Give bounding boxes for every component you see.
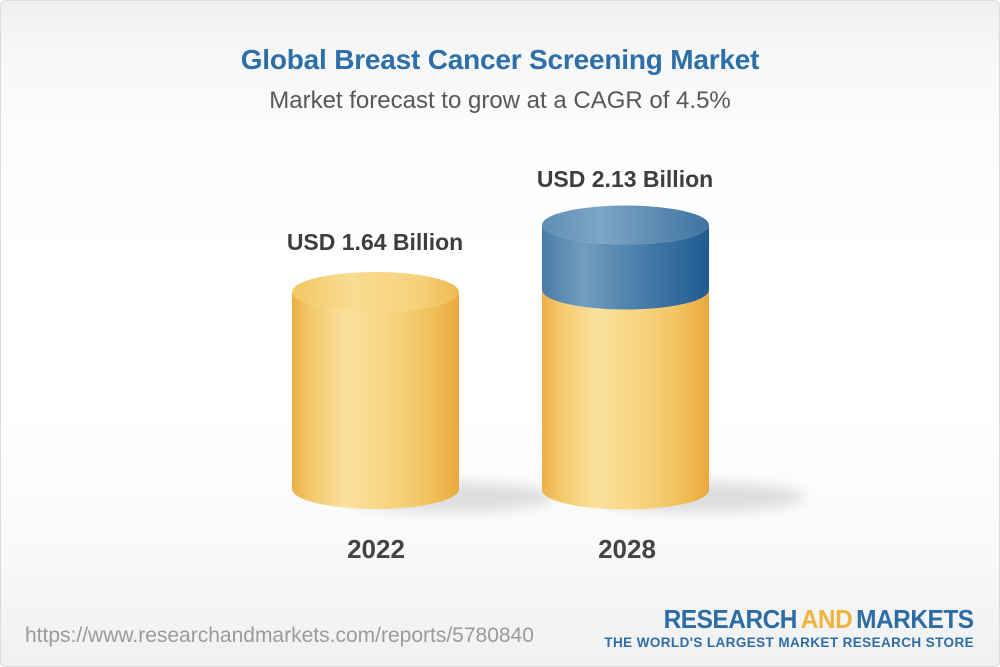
logo-word-and: AND [801,604,853,634]
axis-label-2028: 2028 [598,534,656,564]
research-and-markets-logo: RESEARCH AND MARKETS THE WORLD'S LARGEST M… [604,605,974,650]
logo-word-markets: MARKETS [856,604,974,634]
page-subtitle: Market forecast to grow at a CAGR of 4.5… [269,87,731,114]
logo-tagline: THE WORLD'S LARGEST MARKET RESEARCH STOR… [604,635,974,650]
logo-word-research: RESEARCH [663,604,798,634]
logo-wordmark: RESEARCH AND MARKETS [627,604,975,634]
page-title: Global Breast Cancer Screening Market [240,44,760,75]
value-label-2022: USD 1.64 Billion [286,229,464,255]
report-url: https://www.researchandmarkets.com/repor… [25,624,534,647]
cylinder-2022 [292,272,460,509]
cylinder-2028-growth [542,205,709,310]
axis-label-2022: 2022 [347,534,405,564]
value-label-2028: USD 2.13 Billion [536,166,714,192]
cylinder-2028-base [542,290,709,510]
